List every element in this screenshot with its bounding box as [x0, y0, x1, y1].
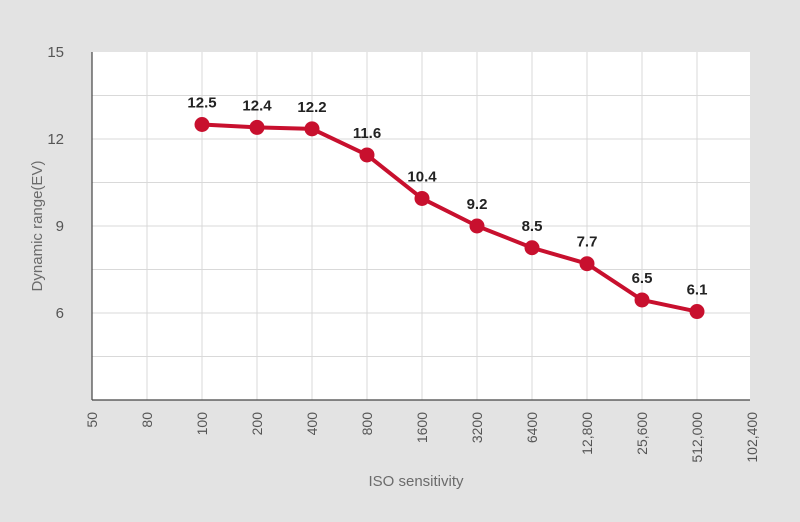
- data-label: 8.5: [522, 218, 543, 235]
- y-axis-title: Dynamic range(EV): [29, 161, 46, 292]
- x-tick-label: 1600: [414, 412, 430, 443]
- x-tick-label: 25,600: [634, 412, 650, 455]
- x-tick-label: 200: [249, 412, 265, 436]
- series-line-group: [194, 117, 705, 320]
- data-label: 10.4: [407, 168, 437, 185]
- data-point: [689, 304, 705, 320]
- axes: [91, 52, 750, 401]
- x-tick-label: 800: [359, 412, 375, 436]
- data-point: [469, 218, 485, 234]
- data-point: [359, 147, 375, 163]
- x-tick-label: 6400: [524, 412, 540, 443]
- data-point: [414, 190, 430, 206]
- data-point: [579, 256, 595, 272]
- x-tick-label: 50: [84, 412, 100, 428]
- data-point: [524, 240, 540, 256]
- x-tick-label: 102,400: [744, 412, 760, 463]
- x-tick-label: 12,800: [579, 412, 595, 455]
- data-label: 11.6: [353, 125, 381, 142]
- y-tick-label: 15: [47, 44, 64, 61]
- data-label: 12.2: [297, 99, 326, 116]
- data-label: 6.1: [687, 282, 708, 299]
- series-line: [201, 122, 698, 314]
- data-label: 9.2: [467, 196, 488, 213]
- data-point: [249, 119, 265, 135]
- data-label: 12.4: [242, 97, 272, 114]
- x-tick-label: 512,000: [689, 412, 705, 463]
- y-tick-label: 9: [56, 218, 64, 235]
- x-axis-title: ISO sensitivity: [368, 473, 464, 490]
- tick-labels: 6 9 12 15 50 80 100 200 400 800 1600 3200 6400 12,800…: [47, 44, 760, 463]
- data-point: [634, 292, 650, 308]
- x-tick-label: 400: [304, 412, 320, 436]
- data-labels: 12.5 12.4 12.2 11.6 10.4 9.2 8.5 7.7 6.5 6.1: [187, 95, 707, 299]
- x-tick-label: 3200: [469, 412, 485, 443]
- y-tick-label: 6: [56, 305, 64, 322]
- data-label: 6.5: [632, 270, 653, 287]
- y-tick-label: 12: [47, 131, 64, 148]
- data-label: 12.5: [187, 95, 216, 112]
- data-point: [304, 121, 320, 137]
- data-label: 7.7: [577, 234, 598, 251]
- grid: [92, 52, 750, 400]
- x-tick-label: 80: [139, 412, 155, 428]
- data-point: [194, 117, 210, 132]
- x-tick-label: 100: [194, 412, 210, 436]
